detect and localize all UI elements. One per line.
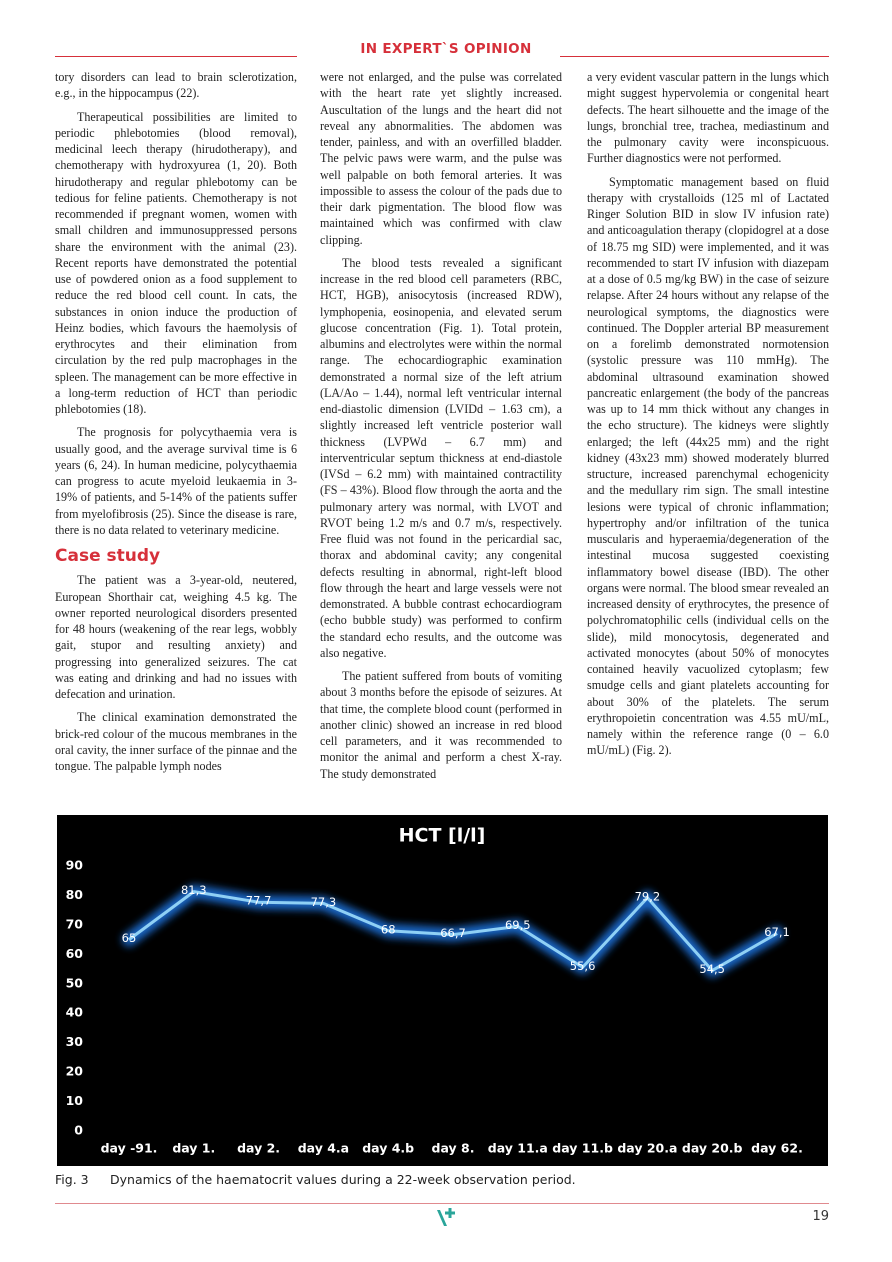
y-tick-label: 20 [66,1064,84,1079]
y-tick-label: 60 [66,946,84,961]
x-tick-label: day 20.a [617,1141,677,1156]
header-rule [55,56,297,57]
paragraph: The patient suffered from bouts of vomit… [320,669,562,781]
paragraph: Symptomatic management based on fluid th… [587,174,829,758]
paragraph: a very evident vascular pattern in the l… [587,70,829,166]
paragraph: The patient was a 3-year-old, neutered, … [55,573,297,701]
y-tick-label: 30 [66,1034,84,1049]
y-tick-label: 40 [66,1005,84,1020]
paragraph: tory disorders can lead to brain sclerot… [55,70,297,101]
caption-text: Dynamics of the haematocrit values durin… [110,1172,576,1187]
data-label: 55,6 [570,959,596,973]
data-label: 81,3 [181,883,207,897]
footer-rule [55,1203,829,1204]
data-label: 54,5 [699,962,725,976]
x-tick-label: day 1. [172,1141,215,1156]
data-label: 66,7 [440,926,466,940]
x-tick-label: day 4.b [362,1141,414,1156]
data-label: 77,7 [246,894,272,908]
x-tick-label: day 8. [432,1141,475,1156]
page-number: 19 [812,1209,829,1224]
chart: HCT [l/l] 0 10 20 30 40 50 60 70 80 90 day -91. day… [57,815,828,1166]
paragraph: The prognosis for polycythaemia vera is … [55,425,297,537]
y-tick-label: 0 [74,1123,83,1138]
x-tick-label: day 62. [751,1141,803,1156]
data-label: 69,5 [505,918,531,932]
x-tick-label: day -91. [101,1141,158,1156]
text-column: were not enlarged, and the pulse was cor… [320,69,562,789]
section-heading: Case study [55,546,161,566]
y-tick-label: 90 [66,858,84,873]
paragraph: Therapeutical possibilities are limited … [55,109,297,417]
y-tick-label: 10 [66,1093,84,1108]
x-tick-label: day 20.b [682,1141,743,1156]
y-tick-label: 50 [66,975,84,990]
figure-caption: Fig. 3 Dynamics of the haematocrit values… [55,1172,576,1187]
x-tick-label: day 4.a [298,1141,349,1156]
x-tick-label: day 11.b [552,1141,613,1156]
logo [437,1208,455,1226]
data-label: 68 [381,922,396,936]
paragraph: were not enlarged, and the pulse was cor… [320,70,562,247]
x-tick-label: day 11.a [488,1141,548,1156]
text-column: tory disorders can lead to brain sclerot… [55,69,297,781]
y-tick-label: 80 [66,887,84,902]
x-tick-label: day 2. [237,1141,280,1156]
text-column: a very evident vascular pattern in the l… [587,69,829,766]
section-title: IN EXPERT`S OPINION [360,41,532,57]
line [128,890,778,973]
header-rule [560,56,829,57]
data-label: 67,1 [764,925,790,939]
y-tick-label: 70 [66,916,84,931]
data-label: 79,2 [635,889,661,903]
chart-title: HCT [l/l] [399,825,486,847]
paragraph: The clinical examination demonstrated th… [55,710,297,773]
figure-label: Fig. 3 [55,1172,89,1187]
chart-background [57,815,828,1166]
paragraph: The blood tests revealed a significant i… [320,255,562,660]
data-label: 65 [122,931,137,945]
data-label: 77,3 [311,895,337,909]
